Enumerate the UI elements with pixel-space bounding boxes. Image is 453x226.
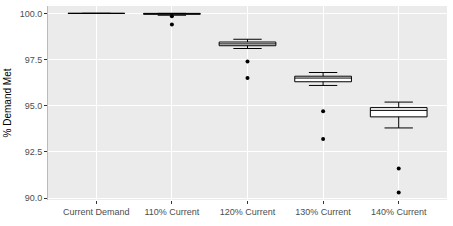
- svg-text:130% Current: 130% Current: [295, 207, 351, 217]
- svg-text:120% Current: 120% Current: [220, 207, 276, 217]
- svg-text:100.0: 100.0: [20, 9, 43, 19]
- svg-text:Current Demand: Current Demand: [63, 207, 130, 217]
- svg-text:90.0: 90.0: [25, 193, 43, 203]
- svg-text:110% Current: 110% Current: [144, 207, 199, 217]
- svg-text:95.0: 95.0: [25, 101, 43, 111]
- svg-text:% Demand Met: % Demand Met: [2, 68, 13, 137]
- svg-text:97.5: 97.5: [25, 55, 43, 65]
- svg-text:92.5: 92.5: [25, 147, 43, 157]
- svg-text:140% Current: 140% Current: [371, 207, 427, 217]
